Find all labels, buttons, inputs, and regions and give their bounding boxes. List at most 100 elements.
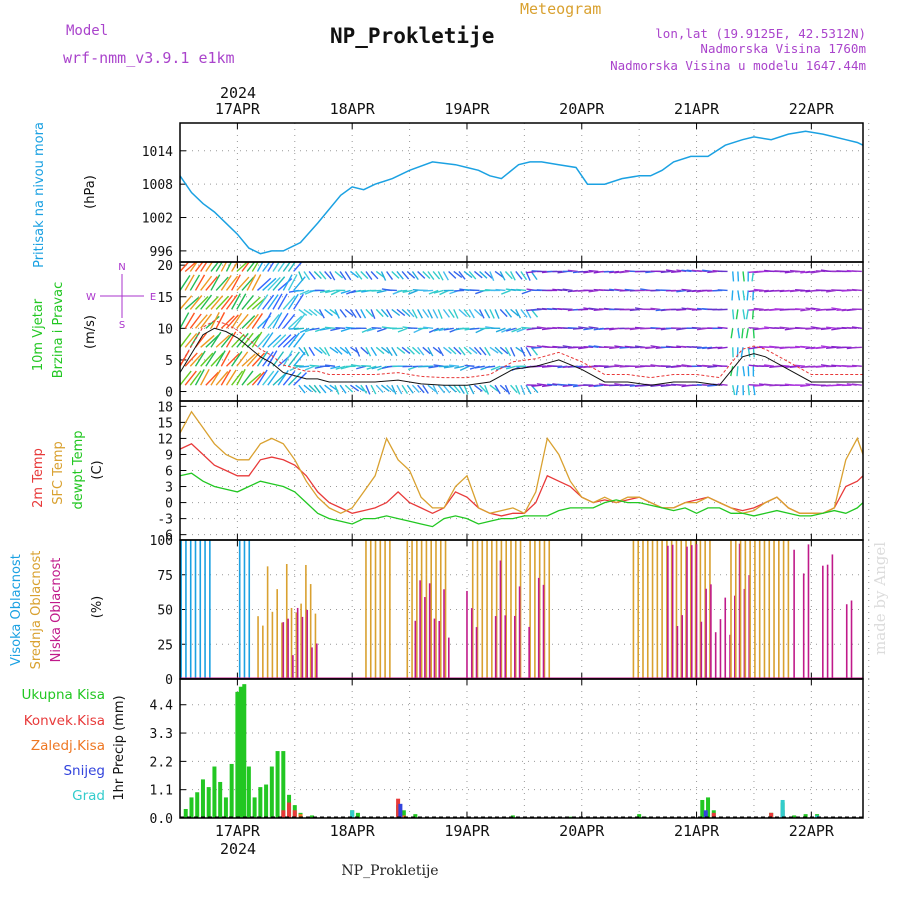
wind-arrow [730, 328, 734, 339]
precip-legend-item: Ukupna Kisa [22, 687, 105, 703]
wind-arrow [267, 350, 278, 367]
wind-arrow [298, 384, 306, 394]
wind-arrow [417, 384, 425, 394]
wind-arrow [442, 271, 449, 281]
wind-arrow [194, 274, 206, 291]
temp-line [179, 472, 864, 528]
wind-arrow [241, 295, 254, 310]
wind-arrow [288, 315, 303, 329]
wind-arrow [220, 369, 232, 386]
wind-arrow [737, 328, 741, 339]
wind-arrow [851, 364, 862, 367]
wind-arrow [411, 346, 421, 355]
wind-arrow [588, 289, 599, 293]
wind-arrow [458, 308, 467, 317]
wind-arrow [800, 345, 811, 348]
wind-arrow [650, 345, 661, 348]
precip-total-bar [189, 797, 194, 818]
wind-arrow [427, 271, 435, 280]
day-label-bottom: 20APR [559, 822, 605, 840]
wind-arrow [293, 327, 305, 331]
wind-arrow [391, 384, 397, 395]
precip-total-bar [223, 797, 228, 818]
precip-total-bar [242, 684, 247, 818]
wind-arrow [453, 384, 461, 394]
panel-pressure: 996 1002 1008 1014 [142, 123, 870, 262]
wind-arrow [210, 274, 221, 291]
ytick-label: 25 [157, 638, 173, 653]
ytick-label: 5 [165, 354, 173, 369]
sfc-temp-ylabel: SFC Temp [51, 441, 66, 505]
ytick-label: 75 [157, 569, 173, 584]
wind-arrow [371, 365, 382, 370]
wind-arrow [215, 350, 226, 367]
wind-arrow [427, 309, 433, 319]
wind-arrow [562, 288, 573, 292]
ytick-label: 2.2 [150, 755, 173, 770]
wind-arrow [484, 384, 490, 395]
wind-arrow [499, 308, 508, 318]
wind-arrow [231, 293, 241, 310]
panels: 99610021008101405101520-6-30369121518025… [142, 122, 870, 827]
wind-arrow [272, 312, 283, 329]
wind-arrow [442, 308, 451, 318]
wind-arrow [257, 277, 272, 291]
wind-arrow [836, 308, 847, 312]
ytick-label: 20 [157, 259, 173, 274]
wind-arrow [511, 327, 522, 333]
wind-arrow [370, 309, 376, 319]
wind-arrow [324, 346, 331, 357]
wind-arrow [282, 313, 296, 329]
wind-arrow [541, 384, 553, 388]
wind-arrow [391, 346, 398, 357]
wind-arrow [256, 294, 269, 310]
wind-arrow [282, 334, 297, 348]
wind-arrow [489, 384, 499, 392]
wind-arrow [277, 334, 292, 348]
wind-speed-line [179, 327, 863, 386]
wind-arrow [355, 289, 367, 293]
wind-arrow [795, 364, 806, 367]
wind-arrow [319, 289, 330, 293]
wind-arrow [515, 384, 521, 395]
wind-arrow [831, 307, 842, 311]
wind-arrow [313, 308, 323, 317]
wind-arrow [753, 307, 764, 311]
wind-arrow [484, 346, 491, 357]
wind-arrow [303, 384, 313, 393]
wind-arrow [691, 326, 702, 330]
wind-arrow [851, 270, 862, 273]
wind-arrow [272, 334, 287, 348]
wind-arrow [200, 334, 215, 348]
wind-arrow [324, 326, 336, 330]
wind-arrow [499, 384, 509, 393]
wind-arrow [557, 383, 568, 386]
wind-arrow [779, 326, 790, 330]
wind-arrow [800, 289, 811, 292]
wind-arrow [267, 370, 279, 386]
precip-conv-bar [281, 810, 286, 818]
wind-arrow [376, 289, 387, 294]
wind-arrow [184, 352, 198, 367]
wind-arrow [603, 327, 614, 330]
wind-arrow [614, 364, 625, 367]
wind-arrow [851, 288, 862, 292]
wind-arrow [717, 289, 728, 292]
footer-title: NP_Prokletije [341, 863, 438, 879]
wind-arrow [267, 276, 281, 291]
wind-arrow [732, 271, 735, 282]
wind-arrow [422, 270, 431, 279]
wind-arrow [463, 270, 473, 279]
wind-arrow [184, 296, 200, 310]
wind-arrow [423, 289, 434, 292]
wind-arrow [691, 289, 702, 293]
wind-arrow [236, 332, 249, 348]
wind-arrow [298, 271, 304, 281]
wind-arrow [225, 262, 233, 272]
wind-arrow [355, 271, 363, 280]
wind-arrow [588, 307, 599, 311]
wind-arrow [282, 262, 291, 272]
wind-arrow [485, 365, 496, 369]
wind-arrow [325, 289, 336, 294]
wind-arrows [180, 262, 862, 396]
